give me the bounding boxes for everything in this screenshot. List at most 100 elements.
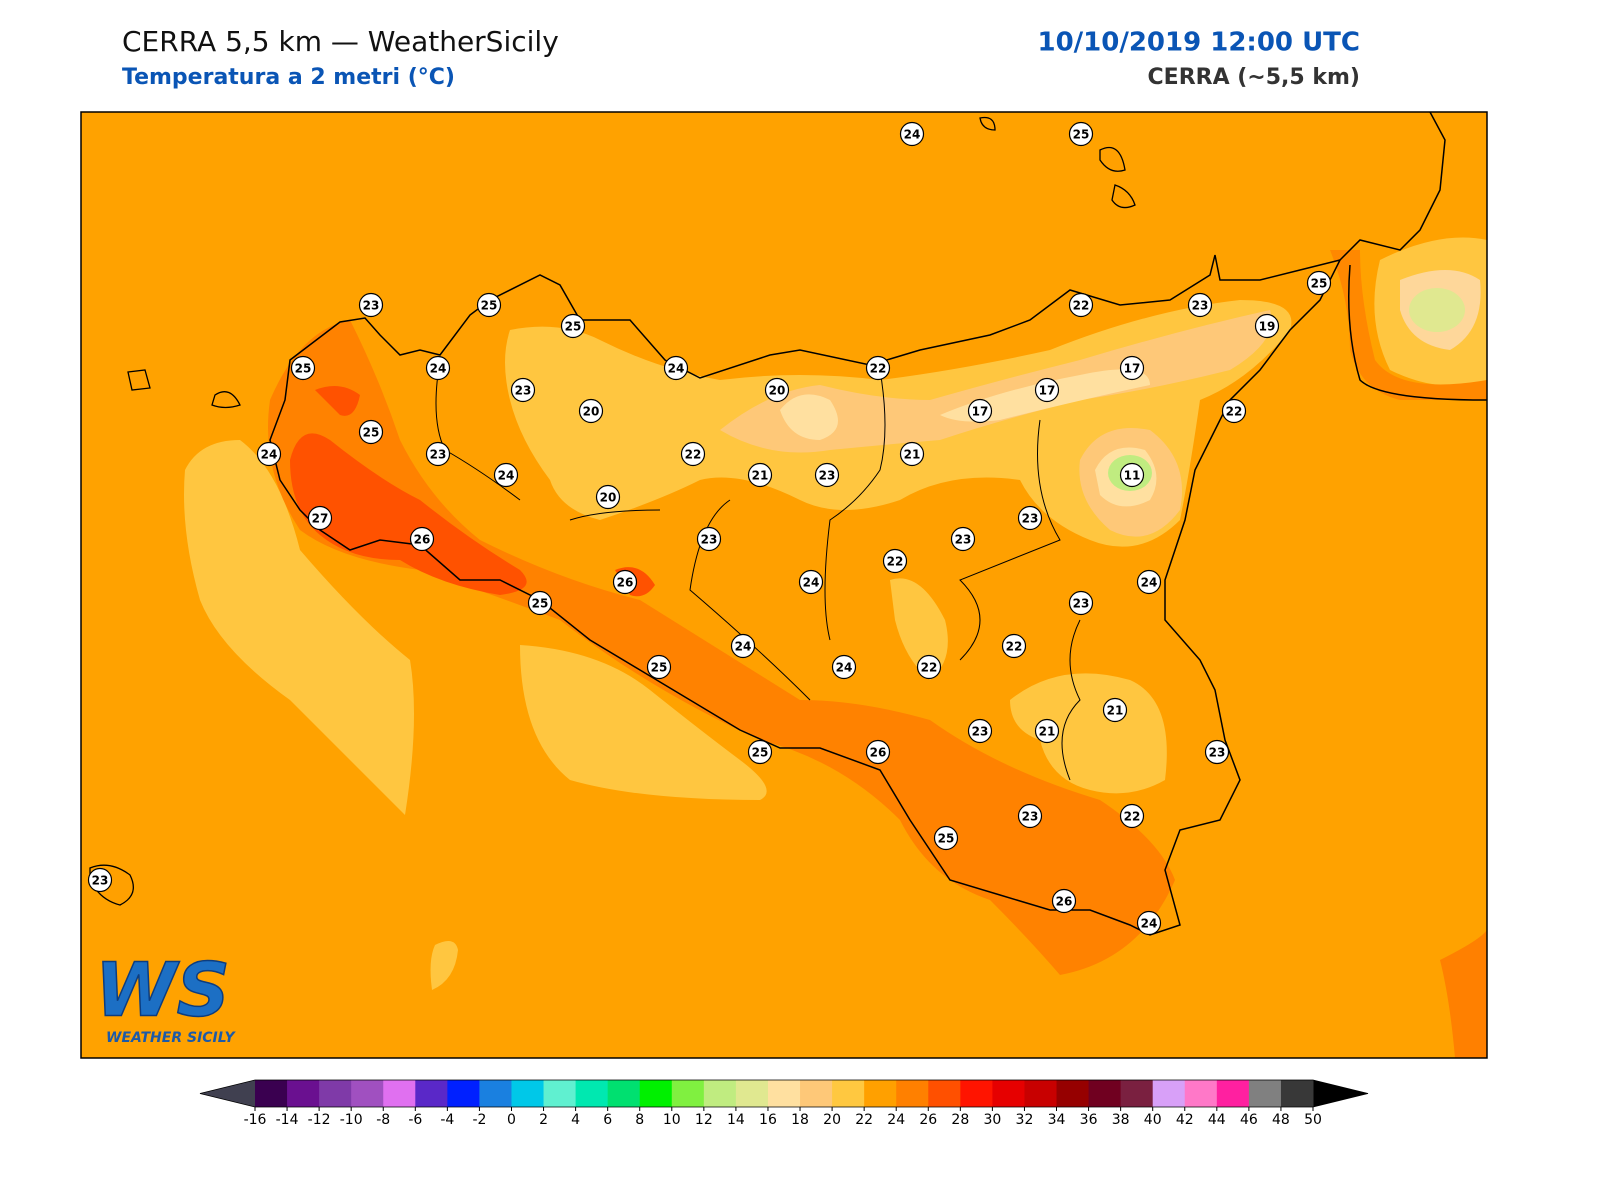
contour	[890, 578, 948, 680]
colorbar-tick-label: -2	[472, 1112, 486, 1128]
station-marker	[307, 505, 333, 531]
station-marker	[493, 462, 519, 488]
station-value: 25	[532, 597, 549, 611]
contour	[720, 310, 1272, 453]
islands	[89, 116, 1136, 906]
colorbar-cell	[543, 1080, 577, 1107]
colorbar-tick-label: 40	[1144, 1112, 1162, 1128]
colorbar-cell	[255, 1080, 288, 1107]
colorbar-tick-label: 16	[759, 1112, 777, 1128]
station-marker	[1204, 739, 1230, 765]
coastline	[269, 254, 1342, 936]
station-marker	[256, 441, 282, 467]
station-value: 24	[430, 362, 447, 376]
contour	[1409, 288, 1465, 332]
station-marker	[1068, 121, 1094, 147]
station-value: 21	[1107, 704, 1124, 718]
colorbar-tick-label: 2	[539, 1112, 548, 1128]
colorbar-tick-label: 48	[1272, 1112, 1290, 1128]
colorbar-cell	[735, 1080, 769, 1107]
station-value: 24	[261, 448, 278, 462]
station-marker	[1136, 569, 1162, 595]
station-marker	[290, 355, 316, 381]
station-value: 26	[414, 533, 431, 547]
station-value: 26	[870, 746, 887, 760]
station-value: 25	[565, 320, 582, 334]
station-marker	[950, 526, 976, 552]
colorbar-cell	[1216, 1080, 1250, 1107]
station-value: 23	[819, 469, 836, 483]
colorbar-cell	[864, 1080, 897, 1107]
colorbar-cell	[928, 1080, 961, 1107]
colorbar-cell	[383, 1080, 416, 1107]
station-marker	[595, 484, 621, 510]
station-marker	[967, 718, 993, 744]
station-marker	[560, 313, 586, 339]
colorbar-cell	[607, 1080, 641, 1107]
colorbar-tick-label: 12	[695, 1112, 713, 1128]
station-marker	[1187, 292, 1213, 318]
station-marker	[1119, 355, 1145, 381]
station-value: 22	[685, 448, 702, 462]
station-marker	[358, 292, 384, 318]
contour	[1330, 250, 1487, 400]
colorbar-cell	[767, 1080, 801, 1107]
station-marker	[1017, 505, 1043, 531]
colorbar-tick-label: 10	[663, 1112, 681, 1128]
station-marker	[1034, 377, 1060, 403]
station-marker	[899, 441, 925, 467]
colorbar-cell	[1056, 1080, 1090, 1107]
colorbar-tick-label: 32	[1016, 1112, 1034, 1128]
station-marker	[899, 121, 925, 147]
colorbar-tick-label: -10	[340, 1112, 363, 1128]
colorbar-tick-label: 46	[1240, 1112, 1258, 1128]
contour	[268, 320, 1175, 975]
colorbar-tick-label: 4	[571, 1112, 580, 1128]
station-value: 25	[363, 426, 380, 440]
colorbar-tick-label: 0	[507, 1112, 516, 1128]
colorbar-cell	[992, 1080, 1025, 1107]
station-marker	[933, 825, 959, 851]
station-value: 22	[1006, 640, 1023, 654]
contour	[315, 386, 360, 416]
colorbar-cell	[575, 1080, 609, 1107]
station-value: 23	[955, 533, 972, 547]
station-value: 20	[583, 405, 600, 419]
station-value: 22	[1073, 299, 1090, 313]
contour	[520, 645, 767, 800]
colorbar-tick-label: 26	[919, 1112, 937, 1128]
station-value: 25	[1311, 277, 1328, 291]
colorbar-tick-label: 18	[791, 1112, 809, 1128]
station-value: 20	[600, 491, 617, 505]
colorbar-cell	[1280, 1080, 1314, 1107]
colorbar-over	[1313, 1080, 1368, 1107]
colorbar-cell	[1248, 1080, 1282, 1107]
station-value: 23	[430, 448, 447, 462]
station-marker	[1119, 803, 1145, 829]
station-marker	[696, 526, 722, 552]
station-value: 21	[1039, 725, 1056, 739]
colorbar-tick-label: 50	[1304, 1112, 1322, 1128]
colorbar-tick-label: 44	[1208, 1112, 1226, 1128]
station-marker	[1221, 398, 1247, 424]
station-value: 23	[1022, 512, 1039, 526]
colorbar-cell	[800, 1080, 833, 1107]
station-marker	[747, 462, 773, 488]
station-value: 25	[481, 299, 498, 313]
station-value: 27	[312, 512, 329, 526]
station-value: 22	[1124, 810, 1141, 824]
station-marker	[578, 398, 604, 424]
station-marker	[1136, 910, 1162, 936]
colorbar-cell	[832, 1080, 865, 1107]
station-marker	[764, 377, 790, 403]
station-value: 25	[752, 746, 769, 760]
logo: WS WEATHER SICILY	[94, 947, 236, 1046]
colorbar-tick-label: -4	[440, 1112, 454, 1128]
station-marker	[730, 633, 756, 659]
station-value: 23	[1209, 746, 1226, 760]
station-marker	[646, 654, 672, 680]
station-marker	[425, 441, 451, 467]
station-marker	[1306, 270, 1332, 296]
subtitle: Temperatura a 2 metri (°C)	[122, 65, 455, 90]
station-marker	[1017, 803, 1043, 829]
